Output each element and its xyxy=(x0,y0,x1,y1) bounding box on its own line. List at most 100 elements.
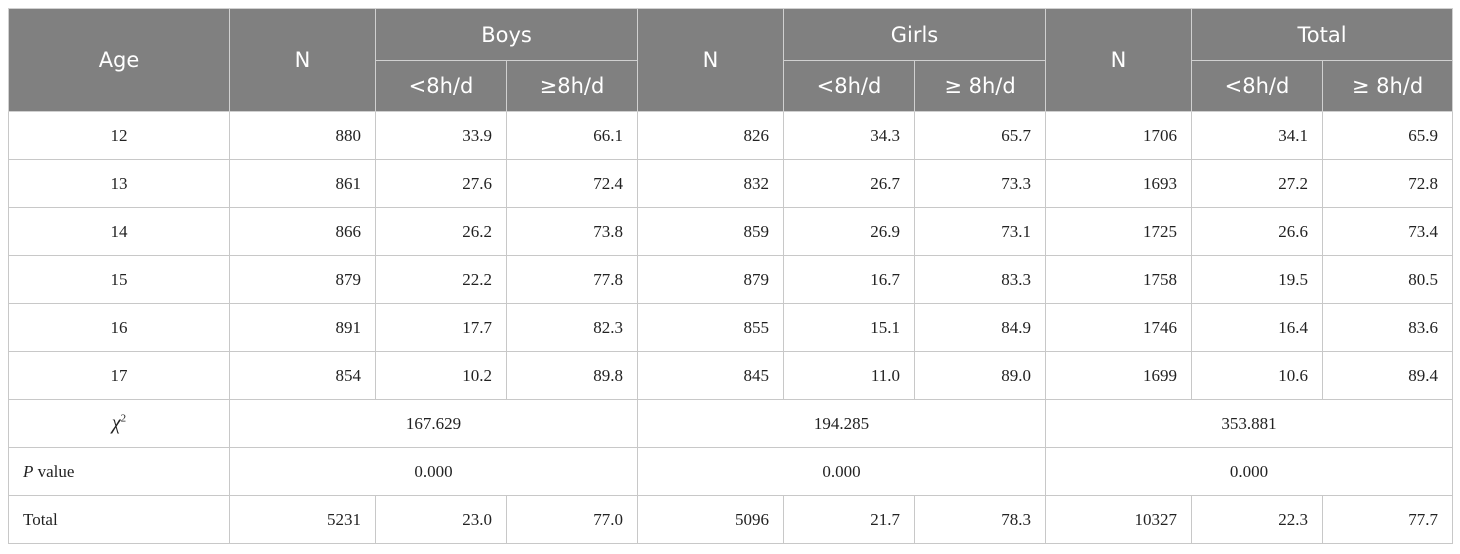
chi-sup: 2 xyxy=(120,412,127,425)
subheader-cell: <8h/d xyxy=(783,60,915,112)
table-cell: 73.1 xyxy=(914,207,1046,256)
header-cell: N xyxy=(1045,8,1192,112)
table-cell: 880 xyxy=(229,111,376,160)
table-cell: 77.7 xyxy=(1321,495,1454,544)
header-cell: N xyxy=(637,8,784,112)
body-row: 16 891 17.7 82.3 855 15.1 84.9 1746 16.4 83.6 xyxy=(8,303,1454,352)
body-row: 13 861 27.6 72.4 832 26.7 73.3 1693 27.2 72.8 xyxy=(8,159,1454,208)
table-cell: 5096 xyxy=(637,495,784,544)
header-cell: N xyxy=(229,8,376,112)
table-cell: 77.8 xyxy=(506,255,638,304)
subheader-cell: ≥ 8h/d xyxy=(914,60,1046,112)
table-cell: 0.000 xyxy=(1044,447,1454,496)
table-cell: 26.6 xyxy=(1191,207,1323,256)
table-cell: 0.000 xyxy=(229,447,638,496)
table-cell: 10.2 xyxy=(375,351,507,400)
table-cell: 17 xyxy=(8,351,230,400)
table-cell: 16.7 xyxy=(783,255,915,304)
group-header: Girls xyxy=(783,8,1046,61)
row-label: P value xyxy=(8,447,230,496)
table-cell: 1693 xyxy=(1045,159,1192,208)
table-cell: 15 xyxy=(8,255,230,304)
header-cell: Age xyxy=(8,8,230,112)
table-cell: 10.6 xyxy=(1191,351,1323,400)
table-cell: 22.2 xyxy=(375,255,507,304)
chi-square-row: χ2 167.629 194.285 353.881 xyxy=(8,399,1454,448)
table-cell: 353.881 xyxy=(1044,399,1454,448)
table-cell: 0.000 xyxy=(637,447,1046,496)
table-cell: 23.0 xyxy=(375,495,507,544)
table-cell: 66.1 xyxy=(506,111,638,160)
row-label: Total xyxy=(8,495,230,544)
table-cell: 77.0 xyxy=(506,495,638,544)
table-cell: 859 xyxy=(637,207,784,256)
table-cell: 879 xyxy=(229,255,376,304)
table-cell: 13 xyxy=(8,159,230,208)
table-cell: 65.9 xyxy=(1321,111,1454,160)
group-header: Boys xyxy=(375,8,638,61)
table-cell: 194.285 xyxy=(637,399,1046,448)
table-cell: 14 xyxy=(8,207,230,256)
row-label: χ2 xyxy=(8,399,230,448)
body-row: 14 866 26.2 73.8 859 26.9 73.1 1725 26.6 73.4 xyxy=(8,207,1454,256)
table-cell: 34.1 xyxy=(1191,111,1323,160)
subheader-cell: <8h/d xyxy=(1191,60,1323,112)
table-cell: 84.9 xyxy=(914,303,1046,352)
table-cell: 15.1 xyxy=(783,303,915,352)
table-cell: 879 xyxy=(637,255,784,304)
body-row: 17 854 10.2 89.8 845 11.0 89.0 1699 10.6 89.4 xyxy=(8,351,1454,400)
table-cell: 10327 xyxy=(1045,495,1192,544)
table-cell: 12 xyxy=(8,111,230,160)
p-value-row: P value 0.000 0.000 0.000 xyxy=(8,447,1454,496)
table-cell: 80.5 xyxy=(1321,255,1454,304)
table-cell: 89.0 xyxy=(914,351,1046,400)
table-cell: 21.7 xyxy=(783,495,915,544)
data-table: Age N Boys N Girls N Total <8h/d ≥8h/d <8h/d ≥ 8h/… xyxy=(8,8,1454,544)
table-cell: 22.3 xyxy=(1191,495,1323,544)
table-cell: 5231 xyxy=(229,495,376,544)
table-cell: 73.8 xyxy=(506,207,638,256)
table-header: Age N Boys N Girls N Total <8h/d ≥8h/d <8h/d ≥ 8h/… xyxy=(8,8,1454,112)
subheader-cell: ≥ 8h/d xyxy=(1321,60,1454,112)
table-cell: 26.7 xyxy=(783,159,915,208)
table-cell: 832 xyxy=(637,159,784,208)
table-cell: 1706 xyxy=(1045,111,1192,160)
table-cell: 19.5 xyxy=(1191,255,1323,304)
table-cell: 73.4 xyxy=(1321,207,1454,256)
table-cell: 83.6 xyxy=(1321,303,1454,352)
total-row: Total 5231 23.0 77.0 5096 21.7 78.3 10327 22.3 77… xyxy=(8,495,1454,544)
table-cell: 16.4 xyxy=(1191,303,1323,352)
table-cell: 1725 xyxy=(1045,207,1192,256)
table-cell: 72.8 xyxy=(1321,159,1454,208)
table-cell: 866 xyxy=(229,207,376,256)
table-cell: 82.3 xyxy=(506,303,638,352)
body-row: 15 879 22.2 77.8 879 16.7 83.3 1758 19.5 80.5 xyxy=(8,255,1454,304)
table-cell: 26.9 xyxy=(783,207,915,256)
table-cell: 1699 xyxy=(1045,351,1192,400)
table-cell: 845 xyxy=(637,351,784,400)
table-cell: 34.3 xyxy=(783,111,915,160)
chi-symbol: χ xyxy=(111,412,121,434)
subheader-row: <8h/d ≥8h/d <8h/d ≥ 8h/d <8h/d ≥ 8h/d xyxy=(9,60,1454,112)
table-cell: 855 xyxy=(637,303,784,352)
p-italic: P xyxy=(23,461,34,481)
table-cell: 16 xyxy=(8,303,230,352)
table-cell: 854 xyxy=(229,351,376,400)
group-header: Total xyxy=(1190,8,1454,61)
table-cell: 65.7 xyxy=(914,111,1046,160)
table-cell: 1746 xyxy=(1045,303,1192,352)
table-cell: 33.9 xyxy=(375,111,507,160)
table-cell: 72.4 xyxy=(506,159,638,208)
table-body: 12 880 33.9 66.1 826 34.3 65.7 1706 34.1 65.9 13 86… xyxy=(8,111,1454,544)
table-cell: 891 xyxy=(229,303,376,352)
table-cell: 89.8 xyxy=(506,351,638,400)
subheader-cell: <8h/d xyxy=(375,60,507,112)
table-cell: 27.6 xyxy=(375,159,507,208)
p-rest: value xyxy=(33,461,75,481)
header-row: Age N Boys N Girls N Total xyxy=(8,8,1454,112)
table-cell: 89.4 xyxy=(1321,351,1454,400)
table-cell: 1758 xyxy=(1045,255,1192,304)
table-cell: 17.7 xyxy=(375,303,507,352)
table-cell: 861 xyxy=(229,159,376,208)
